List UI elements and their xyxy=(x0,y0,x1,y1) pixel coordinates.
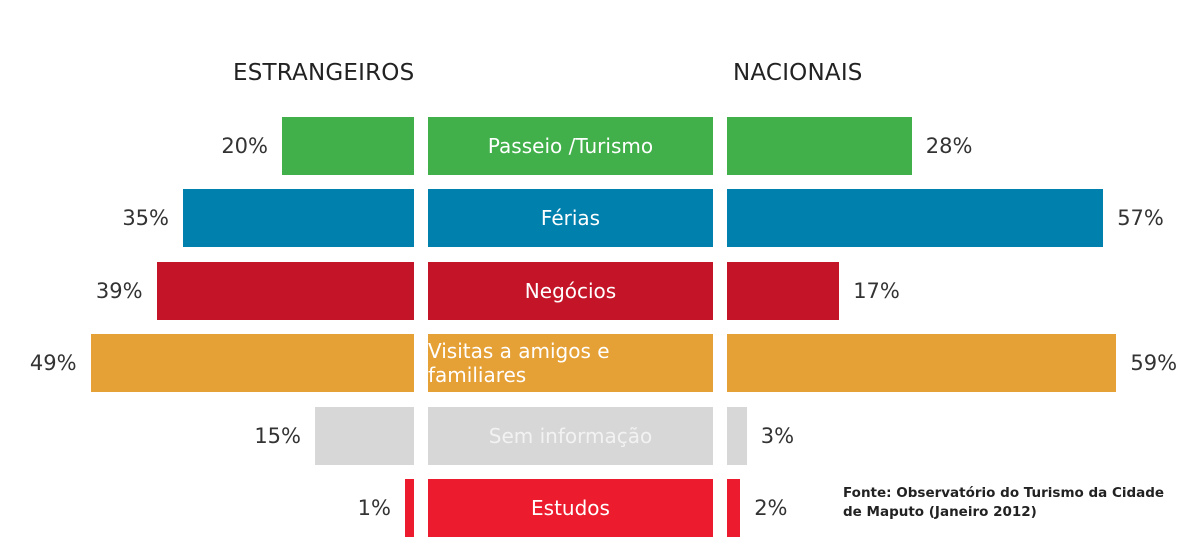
source-annotation: Fonte: Observatório do Turismo da Cidade… xyxy=(843,485,1165,520)
value-label-nacionais: 2% xyxy=(754,496,788,520)
left-series-title: ESTRANGEIROS xyxy=(233,60,415,86)
bar-estrangeiros xyxy=(90,334,414,393)
bar-nacionais xyxy=(727,406,747,465)
bar-nacionais xyxy=(727,479,741,537)
value-label-estrangeiros: 1% xyxy=(357,496,391,520)
category-label: Férias xyxy=(428,189,713,248)
value-label-estrangeiros: 39% xyxy=(95,278,143,303)
value-label-nacionais: 3% xyxy=(760,423,795,448)
value-label-nacionais: 57% xyxy=(1117,206,1164,231)
value-label-estrangeiros: 49% xyxy=(29,351,77,376)
category-label: Estudos xyxy=(428,479,713,537)
category-label: Negócios xyxy=(428,261,713,320)
value-label-nacionais: 59% xyxy=(1130,351,1178,376)
bar-estrangeiros xyxy=(315,406,414,465)
value-label-estrangeiros: 35% xyxy=(122,206,169,231)
bar-nacionais xyxy=(727,334,1117,393)
right-series-title: NACIONAIS xyxy=(733,60,863,86)
bar-estrangeiros xyxy=(156,261,414,320)
bar-estrangeiros xyxy=(282,117,414,175)
value-label-estrangeiros: 20% xyxy=(221,134,268,158)
value-label-estrangeiros: 15% xyxy=(254,423,301,448)
bar-nacionais xyxy=(727,261,840,320)
category-label: Passeio /Turismo xyxy=(428,117,713,175)
bar-estrangeiros xyxy=(405,479,414,537)
category-label: Sem informação xyxy=(428,406,713,465)
value-label-nacionais: 28% xyxy=(925,134,973,158)
bar-estrangeiros xyxy=(183,189,414,248)
bar-nacionais xyxy=(727,189,1104,248)
value-label-nacionais: 17% xyxy=(853,278,900,303)
category-label: Visitas a amigos e familiares xyxy=(428,334,713,393)
bar-nacionais xyxy=(727,117,912,175)
